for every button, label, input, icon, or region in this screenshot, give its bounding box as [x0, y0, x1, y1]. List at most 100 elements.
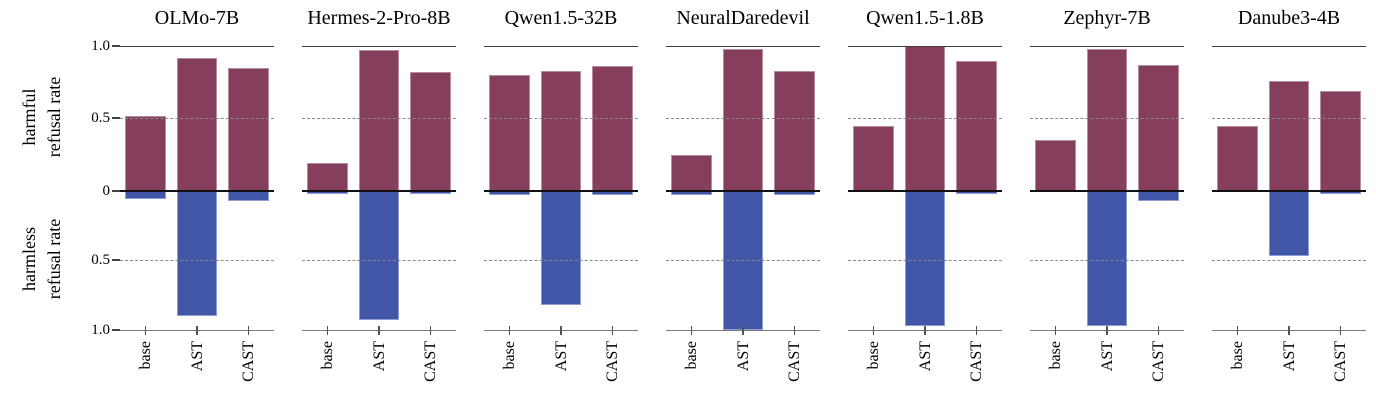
bar-harmful-AST: [1268, 80, 1310, 191]
x-tick-label-CAST: CAST: [967, 341, 985, 382]
gridline-0.5-harmless: [302, 260, 456, 261]
panel-OLMo-7B: OLMo-7B base AST CAST: [120, 0, 274, 405]
bar-harmless-CAST: [1319, 191, 1361, 194]
x-tick-label-AST: AST: [188, 341, 206, 372]
bar-harmful-CAST: [773, 70, 815, 191]
bar-harmful-AST: [176, 57, 218, 191]
y-tick-0.5-top: 0.5: [72, 109, 120, 127]
bar-harmful-base: [1217, 125, 1259, 191]
gridline-0.5-harmless: [484, 260, 638, 261]
panel-title: Hermes-2-Pro-8B: [307, 7, 451, 29]
panel-Hermes-2-Pro-8B: Hermes-2-Pro-8B base AST CAST: [302, 0, 456, 405]
x-tick-label-base: base: [501, 341, 519, 370]
x-tick-mark-AST: [1106, 325, 1108, 335]
bar-harmful-CAST: [227, 67, 269, 191]
top-spine: [848, 45, 1002, 47]
y-tick-label: 1.0: [91, 322, 110, 338]
x-tick-label-base: base: [1229, 341, 1247, 370]
x-tick-mark-base: [326, 325, 329, 335]
y-tick-0.5-bottom: 0.5: [72, 251, 120, 269]
x-tick-mark-CAST: [429, 325, 432, 335]
x-tick-label-CAST: CAST: [1149, 341, 1167, 382]
panel-title: Qwen1.5-32B: [504, 7, 618, 29]
y-tick-1.0-bottom: 1.0: [72, 321, 120, 339]
gridline-0.5-harmless: [1212, 260, 1366, 261]
top-spine: [1212, 45, 1366, 47]
panel-Qwen1.5-1.8B: Qwen1.5-1.8B base AST CAST: [848, 0, 1002, 405]
top-spine: [120, 45, 274, 47]
bar-harmless-CAST: [1137, 191, 1179, 201]
x-tick-label-AST: AST: [734, 341, 752, 372]
zero-baseline: [848, 190, 1002, 193]
zero-baseline: [302, 190, 456, 193]
bar-harmful-AST: [1086, 48, 1128, 191]
zero-baseline: [120, 190, 274, 193]
y-tick-label: 0: [102, 183, 111, 199]
top-spine: [484, 45, 638, 47]
bar-harmful-AST: [358, 50, 400, 191]
top-spine: [1030, 45, 1184, 47]
bar-harmless-base: [125, 191, 167, 200]
x-tick-label-AST: AST: [552, 341, 570, 372]
y-tick-1.0-top: 1.0: [72, 37, 120, 55]
gridline-0.5-harmless: [1030, 260, 1184, 261]
x-tick-mark-CAST: [1157, 325, 1160, 335]
top-spine: [302, 45, 456, 47]
x-tick-label-base: base: [319, 341, 337, 370]
bar-harmless-base: [671, 191, 713, 196]
x-tick-mark-AST: [378, 325, 380, 335]
top-spine: [666, 45, 820, 47]
bar-harmless-CAST: [955, 191, 997, 194]
y-tick-label: 0.5: [91, 110, 110, 126]
bar-harmless-base: [489, 191, 531, 196]
panel-title: Qwen1.5-1.8B: [866, 7, 984, 29]
bar-harmful-AST: [540, 70, 582, 191]
x-tick-label-AST: AST: [1280, 341, 1298, 372]
x-tick-label-AST: AST: [370, 341, 388, 372]
x-tick-mark-base: [508, 325, 511, 335]
x-tick-label-base: base: [865, 341, 883, 370]
bar-harmful-base: [489, 75, 531, 191]
x-tick-mark-AST: [1288, 325, 1290, 335]
bar-harmless-AST: [1086, 191, 1128, 326]
x-tick-mark-CAST: [975, 325, 978, 335]
panel-title: Danube3-4B: [1237, 7, 1341, 29]
y-axis-label-harmless-line1: harmless: [19, 227, 39, 291]
x-tick-label-CAST: CAST: [603, 341, 621, 382]
zero-baseline: [666, 190, 820, 193]
panel-Zephyr-7B: Zephyr-7B base AST CAST: [1030, 0, 1184, 405]
x-tick-mark-AST: [560, 325, 562, 335]
bar-harmful-base: [1035, 140, 1077, 191]
panel-title: OLMo-7B: [154, 7, 240, 29]
panel-Qwen1.5-32B: Qwen1.5-32B base AST CAST: [484, 0, 638, 405]
zero-baseline: [484, 190, 638, 193]
y-tick-mark: [112, 117, 120, 119]
bar-harmless-AST: [904, 191, 946, 326]
y-axis-label-harmful: harmful refusal rate: [17, 77, 67, 157]
x-tick-mark-base: [690, 325, 693, 335]
bar-harmless-base: [307, 191, 349, 194]
bar-harmless-CAST: [773, 191, 815, 196]
bar-harmless-AST: [358, 191, 400, 321]
y-axis-label-harmful-line1: harmful: [19, 88, 39, 146]
gridline-0.5-harmful: [302, 118, 456, 119]
x-tick-label-CAST: CAST: [785, 341, 803, 382]
x-tick-label-CAST: CAST: [1331, 341, 1349, 382]
zero-baseline: [1030, 190, 1184, 193]
x-tick-label-base: base: [137, 341, 155, 370]
bar-harmless-AST: [176, 191, 218, 317]
y-tick-label: 0.5: [91, 252, 110, 268]
bar-harmful-base: [125, 115, 167, 191]
y-tick-mark: [112, 190, 120, 192]
panels-row: OLMo-7B base AST CAST Hermes-2-Pro-8B base AST…: [120, 0, 1366, 405]
x-tick-mark-CAST: [793, 325, 796, 335]
gridline-0.5-harmless: [120, 260, 274, 261]
y-tick-mark: [112, 329, 120, 331]
bar-harmful-base: [307, 163, 349, 191]
panel-title: Zephyr-7B: [1063, 7, 1151, 29]
gridline-0.5-harmful: [1030, 118, 1184, 119]
x-tick-mark-CAST: [1339, 325, 1342, 335]
gridline-0.5-harmful: [484, 118, 638, 119]
zero-baseline: [1212, 190, 1366, 193]
